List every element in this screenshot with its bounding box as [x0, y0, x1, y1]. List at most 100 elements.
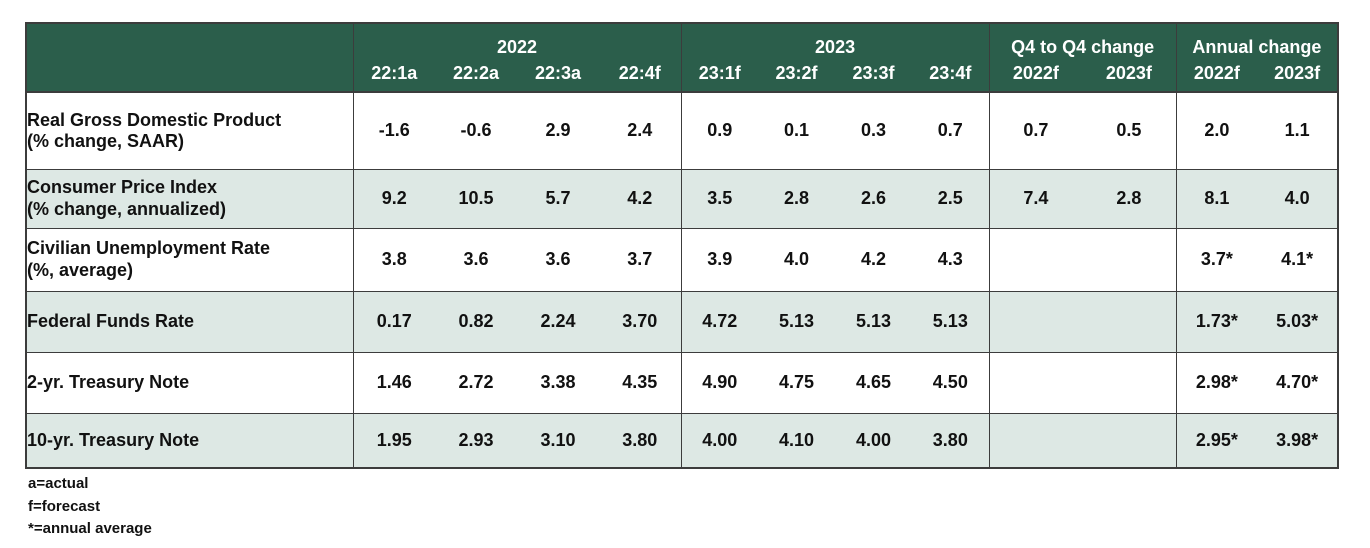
value-cell: 1.95: [352, 413, 435, 468]
value-cell: 5.7: [517, 169, 599, 228]
table-row: Federal Funds Rate 0.17 0.82 2.24 3.70 4.72 5.…: [26, 291, 1339, 352]
value-cell: 5.13: [758, 291, 836, 352]
value-cell: 2.93: [435, 413, 517, 468]
row-label-title: Consumer Price Index: [27, 177, 218, 198]
table-body: Real Gross Domestic Product (% change, SA…: [26, 92, 1339, 468]
value-cell: 4.1*: [1281, 249, 1314, 269]
sub-header-cell: 22:2a: [435, 59, 517, 92]
value-cell: 2.6: [835, 169, 913, 228]
value-cell: 4.2: [599, 169, 682, 228]
value-cell: 9.2: [352, 169, 435, 228]
table-row: Consumer Price Index (% change, annualize…: [26, 169, 1339, 228]
value-cell: -1.6: [352, 92, 435, 169]
value-cell: [1082, 228, 1176, 291]
sub-header-cell: 22:3a: [517, 59, 599, 92]
value-cell: [988, 352, 1083, 413]
value-cell: [988, 413, 1083, 468]
value-cell: 3.80: [599, 413, 682, 468]
value-cell: 4.70*: [1276, 372, 1319, 392]
value-cell: 4.90: [680, 352, 759, 413]
value-cell: 1.46: [352, 352, 435, 413]
value-cell: 2.5: [912, 169, 990, 228]
col-group-annual-change: Annual change: [1175, 23, 1339, 59]
row-label: Consumer Price Index (% change, annualize…: [26, 169, 353, 228]
value-cell: 2.0: [1175, 92, 1258, 169]
value-cell: 3.10: [517, 413, 599, 468]
value-cell: 4.35: [622, 372, 658, 392]
sub-header-cell: 22:4f: [599, 59, 682, 92]
footnotes: a=actual f=forecast *=annual average: [28, 473, 152, 541]
value-cell: [1082, 352, 1176, 413]
value-cell: 3.8: [352, 228, 435, 291]
value-cell: 2.98*: [1175, 352, 1258, 413]
value-cell: 5.03*: [1257, 291, 1339, 352]
row-label-title: 2-yr. Treasury Note: [27, 371, 190, 392]
sub-header-cell: 23:3f: [835, 59, 913, 92]
table-row: Civilian Unemployment Rate (%, average) 3.…: [26, 228, 1339, 291]
sub-header-cell: 22:1a: [352, 59, 435, 92]
value-cell: 0.17: [352, 291, 435, 352]
sub-header-cell: 2023f: [1082, 59, 1177, 92]
value-cell: 10.5: [435, 169, 517, 228]
value-cell: 0.1: [784, 120, 810, 141]
footnote-line: *=annual average: [28, 520, 152, 537]
value-cell: 3.70: [599, 291, 682, 352]
row-label-title: Real Gross Domestic Product: [27, 109, 282, 130]
sub-header-row: 22:1a 22:2a 22:3a 22:4f 23:1f 23:2f 23:3f 23:4f…: [26, 59, 1339, 92]
value-cell: [1082, 291, 1177, 352]
row-label-subtitle: (% change, annualized): [27, 198, 227, 219]
economic-forecast-table: 2022 2023 Q4 to Q4 change Annual change …: [25, 22, 1340, 469]
row-label: Civilian Unemployment Rate (%, average): [26, 228, 353, 291]
value-cell: 0.5: [1116, 120, 1142, 141]
value-cell: 7.4: [988, 169, 1083, 228]
table-header: 2022 2023 Q4 to Q4 change Annual change …: [26, 23, 1339, 92]
row-label-subtitle: (%, average): [27, 259, 134, 280]
value-cell: 2.72: [458, 372, 494, 392]
value-cell: 1.1: [1284, 120, 1310, 141]
value-cell: 2.24: [517, 291, 599, 352]
value-cell: 1.73*: [1175, 291, 1258, 352]
value-cell: 0.7: [937, 120, 963, 141]
column-group-row: 2022 2023 Q4 to Q4 change Annual change: [26, 23, 1339, 92]
value-cell: 4.75: [779, 372, 815, 392]
value-cell: 4.65: [856, 372, 892, 392]
value-cell: 4.3: [937, 249, 963, 269]
value-cell: 5.13: [912, 291, 990, 352]
value-cell: 3.7*: [1175, 228, 1258, 291]
value-cell: 4.72: [680, 291, 759, 352]
value-cell: 0.82: [435, 291, 517, 352]
value-cell: 2.8: [1082, 169, 1177, 228]
col-group-2023: 2023: [680, 23, 990, 59]
value-cell: 4.0: [1257, 169, 1339, 228]
value-cell: 2.95*: [1175, 413, 1258, 468]
value-cell: 4.2: [861, 249, 887, 269]
corner-cell: [26, 23, 353, 92]
row-label: Real Gross Domestic Product (% change, SA…: [26, 92, 353, 169]
value-cell: 3.98*: [1257, 413, 1339, 468]
value-cell: 3.9: [680, 228, 759, 291]
value-cell: 0.3: [861, 120, 887, 141]
value-cell: -0.6: [460, 120, 492, 141]
row-label-title: Federal Funds Rate: [27, 310, 195, 331]
col-group-2022: 2022: [352, 23, 682, 59]
table-row: 2-yr. Treasury Note 1.46 2.72 3.38 4.35 4.90 4…: [26, 352, 1339, 413]
value-cell: 5.13: [835, 291, 913, 352]
row-label: Federal Funds Rate: [26, 291, 353, 352]
row-label: 10-yr. Treasury Note: [26, 413, 353, 468]
sub-header-cell: 23:1f: [680, 59, 759, 92]
sub-header-cell: 2022f: [988, 59, 1083, 92]
sub-header-cell: 23:4f: [912, 59, 990, 92]
value-cell: 3.5: [680, 169, 759, 228]
sub-header-cell: 2022f: [1175, 59, 1258, 92]
row-label-title: 10-yr. Treasury Note: [27, 429, 200, 450]
value-cell: 3.80: [912, 413, 990, 468]
sub-header-cell: 2023f: [1257, 59, 1339, 92]
value-cell: 4.10: [758, 413, 836, 468]
value-cell: 3.7: [627, 249, 653, 269]
table-row: 10-yr. Treasury Note 1.95 2.93 3.10 3.80 4.00…: [26, 413, 1339, 468]
value-cell: 2.9: [545, 120, 571, 141]
value-cell: 4.50: [932, 372, 968, 392]
row-label-title: Civilian Unemployment Rate: [27, 238, 271, 259]
value-cell: 8.1: [1175, 169, 1258, 228]
